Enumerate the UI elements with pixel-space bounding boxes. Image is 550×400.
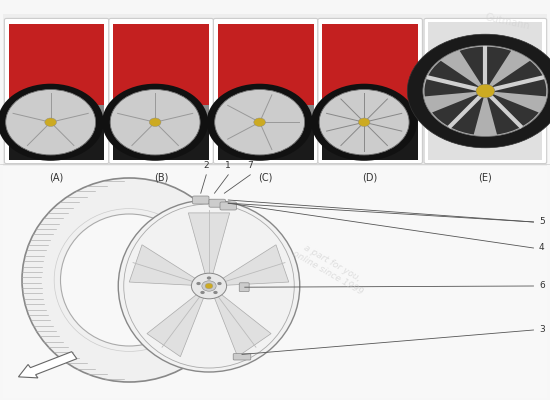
Text: (A): (A) xyxy=(50,172,64,182)
Bar xyxy=(113,24,209,102)
Circle shape xyxy=(214,90,305,155)
Text: 1: 1 xyxy=(226,161,231,170)
Text: (D): (D) xyxy=(362,172,378,182)
Bar xyxy=(218,105,314,116)
Bar xyxy=(218,146,314,160)
Circle shape xyxy=(0,84,103,161)
Circle shape xyxy=(205,283,213,289)
FancyBboxPatch shape xyxy=(220,202,236,210)
Text: 7: 7 xyxy=(248,161,253,170)
Circle shape xyxy=(311,84,417,161)
Bar xyxy=(9,26,104,108)
Bar xyxy=(218,82,314,160)
Text: 3: 3 xyxy=(539,326,544,334)
Wedge shape xyxy=(486,91,538,134)
Circle shape xyxy=(408,34,550,148)
Circle shape xyxy=(213,291,218,294)
Text: 2: 2 xyxy=(204,161,209,170)
Polygon shape xyxy=(129,245,202,286)
Polygon shape xyxy=(188,213,230,280)
Bar xyxy=(113,82,209,160)
Bar xyxy=(218,26,314,108)
Polygon shape xyxy=(212,290,271,357)
Circle shape xyxy=(214,90,305,155)
Bar xyxy=(428,22,542,160)
Circle shape xyxy=(6,90,96,155)
Wedge shape xyxy=(425,61,486,96)
Bar xyxy=(218,24,314,102)
Circle shape xyxy=(149,118,161,126)
Circle shape xyxy=(196,282,201,285)
FancyBboxPatch shape xyxy=(318,18,422,164)
Text: a part for you,
online since 1999: a part for you, online since 1999 xyxy=(290,240,370,296)
Bar xyxy=(3,14,547,166)
Circle shape xyxy=(423,46,548,136)
Bar xyxy=(322,26,418,108)
Bar xyxy=(9,146,104,160)
Ellipse shape xyxy=(118,200,300,372)
Wedge shape xyxy=(486,61,546,96)
Wedge shape xyxy=(460,47,511,91)
Text: 5: 5 xyxy=(539,218,544,226)
Circle shape xyxy=(102,84,208,161)
FancyBboxPatch shape xyxy=(192,196,209,204)
Circle shape xyxy=(207,276,211,280)
Wedge shape xyxy=(432,91,486,134)
Bar xyxy=(322,105,418,116)
Bar xyxy=(113,26,209,108)
FancyArrow shape xyxy=(19,352,77,378)
Bar xyxy=(113,146,209,160)
FancyBboxPatch shape xyxy=(109,18,213,164)
Polygon shape xyxy=(147,290,206,357)
Ellipse shape xyxy=(22,178,236,382)
FancyBboxPatch shape xyxy=(213,18,318,164)
FancyBboxPatch shape xyxy=(4,18,109,164)
Circle shape xyxy=(217,282,222,285)
Circle shape xyxy=(476,84,495,98)
Text: 4: 4 xyxy=(539,244,544,252)
FancyBboxPatch shape xyxy=(424,18,547,164)
FancyBboxPatch shape xyxy=(233,354,251,360)
Circle shape xyxy=(319,90,409,155)
Text: 6: 6 xyxy=(539,282,544,290)
Bar xyxy=(113,105,209,116)
Bar xyxy=(9,105,104,116)
Circle shape xyxy=(6,90,96,155)
Text: (E): (E) xyxy=(478,172,492,182)
Circle shape xyxy=(358,118,370,126)
Bar xyxy=(322,24,418,102)
Text: (C): (C) xyxy=(258,172,273,182)
Text: (B): (B) xyxy=(154,172,168,182)
Bar xyxy=(9,24,104,102)
Circle shape xyxy=(319,90,409,155)
FancyBboxPatch shape xyxy=(239,283,249,292)
Circle shape xyxy=(110,90,200,155)
Ellipse shape xyxy=(60,214,198,346)
FancyBboxPatch shape xyxy=(209,199,226,207)
Bar xyxy=(322,146,418,160)
Circle shape xyxy=(254,118,266,126)
Circle shape xyxy=(45,118,57,126)
Circle shape xyxy=(200,291,205,294)
Text: Gutmann: Gutmann xyxy=(484,12,531,31)
Circle shape xyxy=(110,90,200,155)
Bar xyxy=(3,166,547,398)
Polygon shape xyxy=(216,245,289,286)
Circle shape xyxy=(191,273,227,299)
Circle shape xyxy=(207,84,312,161)
Circle shape xyxy=(202,281,216,291)
Bar xyxy=(322,82,418,160)
Bar xyxy=(9,82,104,160)
